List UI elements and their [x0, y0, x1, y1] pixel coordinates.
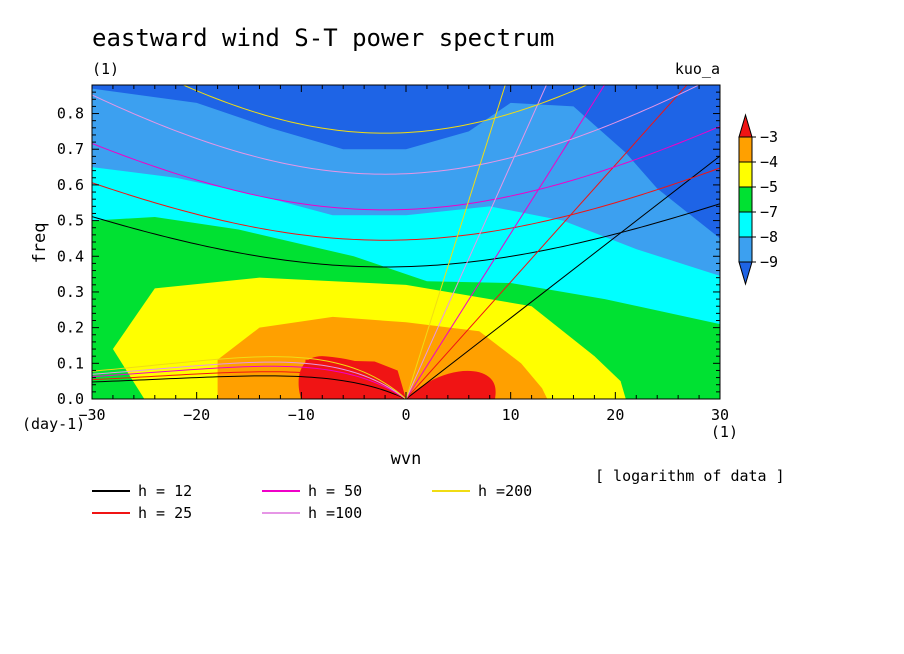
legend-label: h =200 — [478, 482, 532, 500]
colorbar-label: −8 — [760, 228, 778, 246]
colorbar-box — [738, 161, 753, 188]
colorbar-top-triangle — [738, 113, 753, 138]
y-tick-label: 0.3 — [57, 283, 84, 301]
x-tick-label: 10 — [502, 406, 520, 424]
x-tick-label: −10 — [288, 406, 315, 424]
x-axis-label: wvn — [391, 449, 422, 469]
y-tick-label: 0.4 — [57, 247, 84, 265]
y-tick-label: 0.7 — [57, 140, 84, 158]
x-tick-label: 20 — [606, 406, 624, 424]
x-tick-label: −30 — [78, 406, 105, 424]
curve-ig-3 — [92, 85, 700, 175]
y-tick-label: 0.0 — [57, 390, 84, 408]
y-tick-label: 0.1 — [57, 354, 84, 372]
contour-fills — [92, 85, 720, 399]
chart-subtitle-left: (1) — [92, 60, 119, 78]
curve-kelvin-2 — [405, 85, 606, 399]
curve-rossby-3 — [92, 361, 407, 399]
axis-ticks — [91, 85, 721, 400]
chart-subtitle-right: kuo_a — [675, 60, 720, 78]
x-tick-label: 0 — [401, 406, 410, 424]
x-unit-label: (1) — [711, 423, 738, 441]
y-tick-label: 0.2 — [57, 319, 84, 337]
curve-rossby-1 — [92, 371, 407, 399]
y-tick-labels: 0.0 0.1 0.2 0.3 0.4 0.5 0.6 0.7 0.8 — [57, 105, 84, 408]
y-tick-label: 0.8 — [57, 105, 84, 123]
y-tick-label: 0.6 — [57, 176, 84, 194]
curve-rossby-4 — [92, 356, 407, 399]
colorbar-label: −3 — [760, 128, 778, 146]
x-tick-labels: −30 −20 −10 0 10 20 30 — [78, 406, 729, 424]
colorbar-box — [738, 136, 753, 163]
legend-label: h =100 — [308, 504, 362, 522]
curve-rossby-2 — [92, 365, 407, 399]
colorbar-box — [738, 211, 753, 238]
colorbar: −3 −4 −5 −7 −8 −9 — [738, 113, 778, 286]
y-unit-label: (day-1) — [22, 415, 85, 433]
colorbar-bottom-triangle — [738, 261, 753, 286]
x-tick-label: −20 — [183, 406, 210, 424]
chart-title: eastward wind S-T power spectrum — [92, 24, 554, 52]
note-logarithm: [ logarithm of data ] — [595, 467, 785, 485]
curve-ig-1 — [92, 167, 720, 241]
colorbar-box — [738, 236, 753, 263]
colorbar-label: −9 — [760, 253, 778, 271]
curve-kelvin-4 — [405, 85, 506, 399]
curve-ig-0 — [92, 203, 720, 268]
y-axis-label: freq — [30, 223, 50, 264]
dispersion-curves — [92, 85, 720, 399]
curve-ig-2 — [92, 125, 720, 211]
curve-kelvin-0 — [405, 155, 720, 399]
curve-rossby-0 — [92, 375, 407, 399]
x-tick-label: 30 — [711, 406, 729, 424]
legend-label: h = 50 — [308, 482, 362, 500]
legend: h = 12 h = 25 h = 50 h =100 h =200 — [92, 482, 532, 522]
curve-kelvin-1 — [405, 85, 688, 399]
y-tick-label: 0.5 — [57, 212, 84, 230]
colorbar-box — [738, 186, 753, 213]
curve-kelvin-3 — [405, 85, 547, 399]
legend-label: h = 12 — [138, 482, 192, 500]
colorbar-label: −4 — [760, 153, 778, 171]
colorbar-label: −7 — [760, 203, 778, 221]
colorbar-label: −5 — [760, 178, 778, 196]
legend-label: h = 25 — [138, 504, 192, 522]
